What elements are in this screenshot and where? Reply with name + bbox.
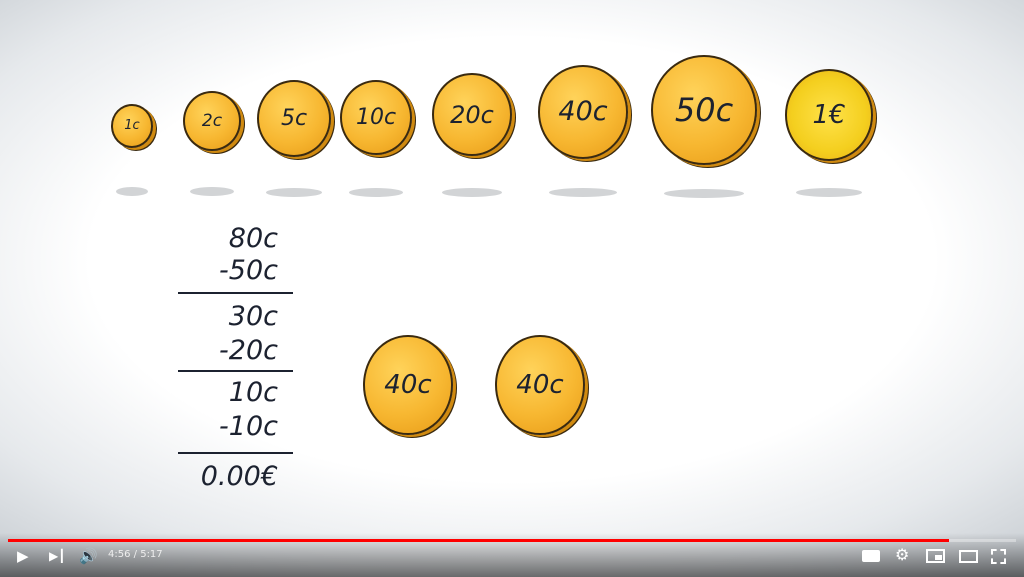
coin-label: 50c <box>674 91 734 130</box>
current-time: 4:56 <box>108 549 131 560</box>
coin-label: 5c <box>280 105 308 131</box>
coin-shadow <box>349 188 403 197</box>
coin-7: 1€ <box>785 69 873 161</box>
calc-line: 80c <box>228 223 278 254</box>
sum-rule <box>178 370 293 372</box>
calc-line: -50c <box>219 255 278 286</box>
play-icon[interactable]: ▶ <box>17 547 29 565</box>
control-bar: ▶ ▶┃ 🔊 4:56 / 5:17 ⚙ <box>0 533 1024 577</box>
progress-bar[interactable] <box>8 539 1016 542</box>
miniplayer-icon[interactable] <box>926 549 945 563</box>
coin-label: 1€ <box>812 99 846 130</box>
coin-label: 10c <box>355 104 397 130</box>
coin-label: 1c <box>124 118 140 134</box>
coin-4: 20c <box>432 73 512 157</box>
coin-label: 20c <box>450 100 494 129</box>
coin-label: 40c <box>384 369 432 400</box>
coin-shadow <box>116 187 148 196</box>
coin-6: 50c <box>651 55 757 166</box>
sum-rule <box>178 452 293 454</box>
coin-shadow <box>549 188 617 197</box>
subtitles-icon[interactable] <box>862 550 880 562</box>
fullscreen-icon[interactable] <box>991 549 1006 564</box>
calc-line: -20c <box>219 335 278 366</box>
calc-line: 30c <box>228 301 278 332</box>
volume-icon[interactable]: 🔊 <box>79 547 98 565</box>
coin-shadow <box>664 189 744 198</box>
coin-label: 40c <box>558 96 608 128</box>
coin-shadow <box>266 188 322 197</box>
coin-label: 40c <box>516 369 564 400</box>
time-display: 4:56 / 5:17 <box>108 549 163 560</box>
coin-0: 1c <box>111 104 153 148</box>
duration: 5:17 <box>140 549 163 560</box>
coin-shadow <box>442 188 502 197</box>
selected-coin: 40c <box>363 334 453 436</box>
coin-5: 40c <box>538 65 628 159</box>
coin-shadow <box>796 188 862 197</box>
coin-2: 5c <box>257 80 331 157</box>
theater-icon[interactable] <box>959 550 978 563</box>
progress-fill <box>8 539 950 542</box>
coin-label: 2c <box>201 111 223 132</box>
sum-rule <box>178 292 293 294</box>
coin-3: 10c <box>340 80 412 155</box>
calc-line: 0.00€ <box>200 461 278 492</box>
settings-icon[interactable]: ⚙ <box>895 545 910 564</box>
next-icon[interactable]: ▶┃ <box>49 549 66 563</box>
calc-line: -10c <box>219 411 278 442</box>
coin-shadow <box>190 187 234 196</box>
time-separator: / <box>130 549 141 560</box>
selected-coin: 40c <box>495 334 585 436</box>
calc-line: 10c <box>228 377 278 408</box>
coin-1: 2c <box>183 91 241 152</box>
